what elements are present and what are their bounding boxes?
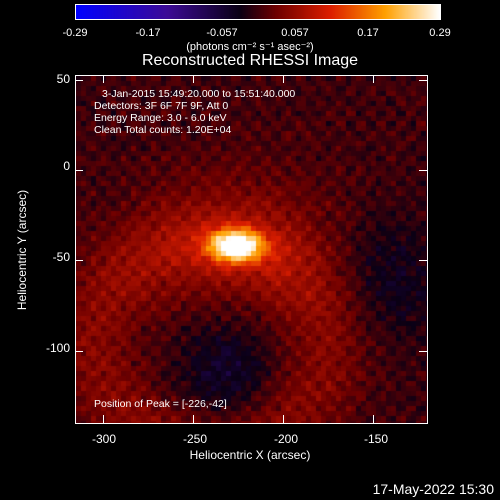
colorbar-tick-label: -0.29 — [62, 27, 88, 39]
y-tick-label: -50 — [52, 250, 70, 264]
axis-tick — [193, 75, 194, 83]
axis-tick — [75, 79, 83, 81]
x-tick-label: -250 — [182, 432, 208, 446]
heatmap-image — [76, 76, 427, 423]
axis-tick — [283, 415, 284, 423]
colorbar-tick-label: 0.17 — [357, 27, 379, 39]
y-tick-label: 50 — [56, 72, 70, 86]
colorbar-tick-label: 0.29 — [429, 27, 451, 39]
info-clean-counts: Clean Total counts: 1.20E+04 — [94, 124, 232, 136]
x-tick-label: -150 — [363, 432, 389, 446]
axis-tick — [75, 169, 83, 171]
chart-title: Reconstructed RHESSI Image — [141, 52, 359, 69]
info-time-range: 3-Jan-2015 15:49:20.000 to 15:51:40.000 — [102, 88, 296, 100]
y-axis-title: Heliocentric Y (arcsec) — [15, 189, 29, 311]
plot-frame — [75, 75, 428, 424]
info-energy-range: Energy Range: 3.0 - 6.0 keV — [94, 112, 227, 124]
x-tick-label: -200 — [273, 432, 299, 446]
y-tick-label: -100 — [45, 341, 70, 355]
x-axis-title: Heliocentric X (arcsec) — [189, 448, 311, 462]
axis-tick — [75, 350, 83, 352]
info-peak-position: Position of Peak = [-226,-42] — [94, 398, 227, 410]
axis-tick — [283, 75, 284, 83]
axis-tick — [419, 79, 427, 81]
colorbar — [75, 4, 441, 20]
axis-tick — [75, 260, 83, 262]
axis-tick — [419, 260, 427, 262]
axis-tick — [373, 75, 374, 83]
axis-tick — [419, 169, 427, 171]
colorbar-units-label: (photons cm⁻² s⁻¹ asec⁻²) — [186, 41, 314, 53]
axis-tick — [103, 75, 104, 83]
x-tick-label: -300 — [91, 432, 117, 446]
y-tick-label: 0 — [63, 159, 70, 173]
axis-tick — [419, 350, 427, 352]
info-detectors: Detectors: 3F 6F 7F 9F, Att 0 — [94, 100, 229, 112]
colorbar-tick-label: -0.17 — [135, 27, 161, 39]
colorbar-tick-label: -0.057 — [206, 27, 238, 39]
render-timestamp: 17-May-2022 15:30 — [372, 481, 494, 497]
axis-tick — [373, 415, 374, 423]
axis-tick — [103, 415, 104, 423]
colorbar-tick-label: 0.057 — [281, 27, 309, 39]
axis-tick — [193, 415, 194, 423]
